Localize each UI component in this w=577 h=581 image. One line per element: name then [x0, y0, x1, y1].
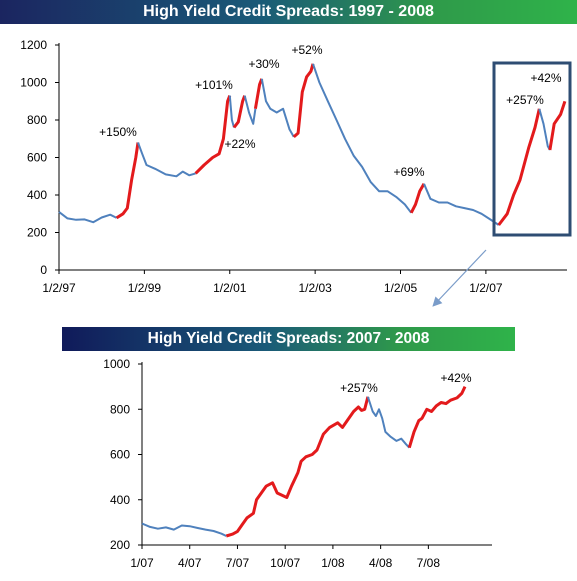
rally-highlight-segment	[409, 183, 426, 214]
y-tick-label: 800	[110, 402, 130, 416]
series-line-segment	[243, 95, 257, 125]
zoom-arrow	[432, 249, 487, 307]
rally-highlight-segment	[548, 100, 567, 151]
annotation-label: +257%	[340, 381, 378, 395]
y-tick-label: 200	[110, 538, 130, 552]
y-tick-label: 1200	[20, 38, 47, 52]
x-tick-label: 1/07	[130, 556, 154, 570]
series-line-segment	[141, 522, 227, 537]
x-tick-label: 1/2/99	[128, 281, 162, 295]
rally-highlight-segment	[407, 385, 467, 449]
y-tick-label: 1000	[20, 76, 47, 90]
y-tick-label: 600	[27, 151, 47, 165]
annotation-label: +52%	[291, 43, 322, 57]
annotation-label: +69%	[393, 165, 424, 179]
rally-highlight-segment	[194, 95, 232, 175]
rally-highlight-segment	[292, 63, 315, 139]
rally-highlight-segment	[225, 396, 370, 538]
y-tick-label: 800	[27, 113, 47, 127]
y-tick-label: 600	[110, 448, 130, 462]
x-tick-label: 1/2/03	[298, 281, 332, 295]
y-tick-label: 200	[27, 226, 47, 240]
y-tick-label: 400	[110, 493, 130, 507]
rally-highlight-segment	[253, 78, 264, 110]
annotation-label: +150%	[99, 125, 137, 139]
series-line-segment	[228, 95, 235, 128]
series-line-segment	[58, 211, 118, 224]
y-tick-label: 0	[40, 263, 47, 277]
x-tick-label: 4/08	[369, 556, 393, 570]
rally-highlight-segment	[497, 108, 541, 226]
annotation-label: +257%	[506, 93, 544, 107]
x-tick-label: 1/2/07	[469, 281, 503, 295]
x-tick-label: 10/07	[270, 556, 300, 570]
series-line-segment	[423, 183, 500, 226]
series-line-segment	[260, 78, 295, 138]
x-tick-label: 1/08	[321, 556, 345, 570]
x-tick-label: 4/07	[178, 556, 202, 570]
annotation-label: +42%	[440, 371, 471, 385]
y-tick-label: 1000	[103, 357, 130, 371]
zoom-box	[492, 61, 572, 237]
x-tick-label: 1/2/05	[384, 281, 418, 295]
chart-title-2: High Yield Credit Spreads: 2007 - 2008	[62, 327, 515, 351]
x-tick-label: 1/2/01	[213, 281, 247, 295]
series-line-segment	[366, 396, 411, 449]
annotation-label: +22%	[224, 137, 255, 151]
rally-highlight-segment	[232, 95, 247, 129]
x-tick-label: 1/2/97	[42, 281, 76, 295]
rally-highlight-segment	[115, 142, 140, 220]
series-line-segment	[538, 108, 551, 151]
chart-title-1: High Yield Credit Spreads: 1997 - 2008	[0, 0, 577, 24]
annotation-label: +30%	[248, 57, 279, 71]
x-tick-label: 7/07	[226, 556, 250, 570]
annotation-label: +101%	[195, 78, 233, 92]
series-line-segment	[312, 63, 412, 214]
y-tick-label: 400	[27, 188, 47, 202]
series-line-segment	[137, 142, 196, 178]
annotation-label: +42%	[530, 71, 561, 85]
x-tick-label: 7/08	[417, 556, 441, 570]
